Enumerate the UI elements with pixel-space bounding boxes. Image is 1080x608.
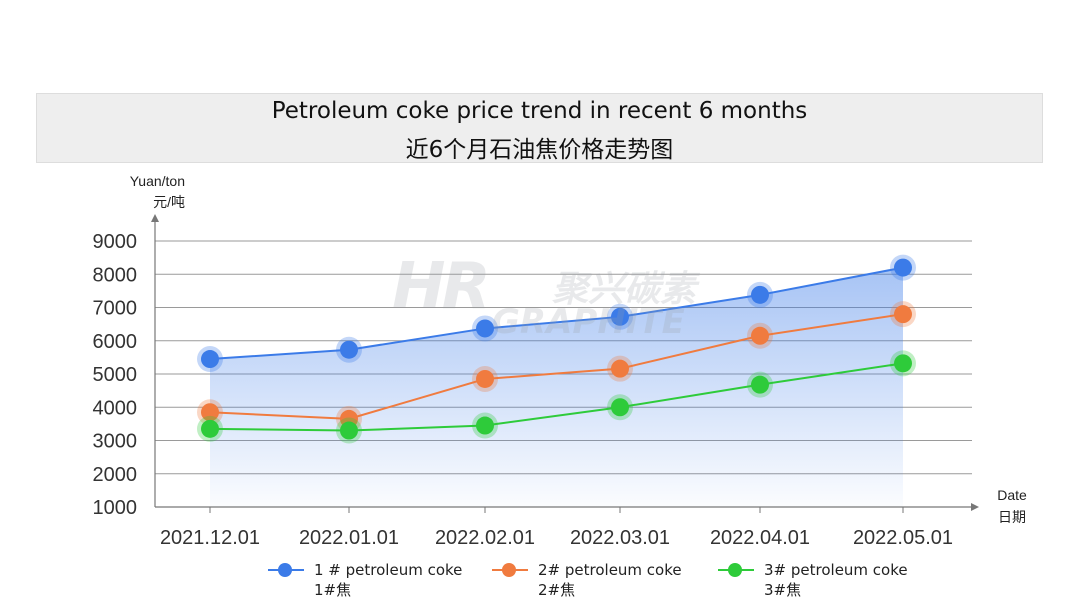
- y-axis-label-cn: 元/吨: [153, 194, 185, 210]
- point-dot: [201, 403, 219, 422]
- point-dot: [201, 350, 219, 369]
- y-tick-label: 1000: [93, 497, 138, 519]
- series-2-point: [890, 301, 916, 328]
- series-1-point: [472, 315, 498, 342]
- series-2-line: [209, 313, 904, 420]
- y-axis-label-en: Yuan/ton: [130, 173, 185, 189]
- series-2-point: [197, 399, 223, 426]
- legend-label-en-1: 1 # petroleum coke: [314, 561, 463, 579]
- point-dot: [611, 307, 629, 326]
- x-tick-label: 2022.01.01: [299, 527, 399, 549]
- y-tick-label: 4000: [93, 397, 138, 419]
- series-1-point: [747, 281, 773, 308]
- axes: [151, 214, 979, 513]
- series-3-line: [209, 362, 904, 432]
- series-3-point: [607, 394, 633, 421]
- point-dot: [476, 369, 494, 388]
- x-axis-label-en: Date: [997, 487, 1027, 503]
- legend-label-cn-2: 2#焦: [538, 581, 576, 599]
- point-dot: [340, 421, 358, 440]
- chart-title-en: Petroleum coke price trend in recent 6 m…: [271, 98, 808, 124]
- series-1-point: [890, 254, 916, 281]
- legend-label-en-2: 2# petroleum coke: [538, 561, 682, 579]
- series-2-point: [607, 355, 633, 382]
- point-dot: [476, 319, 494, 338]
- y-tick-label: 3000: [93, 431, 138, 453]
- point-dot: [476, 416, 494, 435]
- series-2-point: [747, 322, 773, 349]
- x-axis-arrow: [971, 503, 979, 511]
- series-3-point: [747, 371, 773, 398]
- point-dot: [751, 326, 769, 345]
- series-3-point: [197, 415, 223, 442]
- y-tick-label: 7000: [93, 298, 138, 320]
- y-axis-arrow: [151, 214, 159, 222]
- point-dot: [751, 285, 769, 304]
- series-2-point: [472, 365, 498, 392]
- series-1-point: [336, 336, 362, 363]
- point-dot: [201, 419, 219, 438]
- x-tick-label: 2022.04.01: [710, 527, 810, 549]
- series-1-point: [607, 303, 633, 330]
- legend-marker-2: [492, 563, 528, 577]
- x-tick-label: 2021.12.01: [160, 527, 260, 549]
- y-tick-label: 8000: [93, 264, 138, 286]
- area-fill: [210, 267, 903, 507]
- legend-marker-3: [718, 563, 754, 577]
- y-tick-label: 9000: [93, 231, 138, 253]
- point-dot: [894, 258, 912, 277]
- series-1-point: [197, 346, 223, 373]
- chart-title-box: Petroleum coke price trend in recent 6 m…: [36, 93, 1043, 163]
- point-dot: [751, 375, 769, 394]
- y-tick-label: 6000: [93, 331, 138, 353]
- point-dot: [894, 354, 912, 373]
- legend-label-en-3: 3# petroleum coke: [764, 561, 908, 579]
- chart-title-cn: 近6个月石油焦价格走势图: [405, 137, 674, 163]
- x-tick-label: 2022.02.01: [435, 527, 535, 549]
- series-3-point: [336, 417, 362, 444]
- y-tick-label: 2000: [93, 464, 138, 486]
- y-tick-label: 5000: [93, 364, 138, 386]
- legend-label-cn-1: 1#焦: [314, 581, 352, 599]
- x-axis-label-cn: 日期: [998, 509, 1026, 525]
- series-3-point: [890, 350, 916, 377]
- legend-label-cn-3: 3#焦: [764, 581, 802, 599]
- point-dot: [611, 398, 629, 417]
- series-lines: [197, 254, 916, 444]
- legend-marker-1: [268, 563, 304, 577]
- series-3-point: [472, 412, 498, 439]
- axis-labels: 9000 8000 7000 6000 5000 4000 3000 2000 1000 2021…: [93, 231, 954, 549]
- series-1-line: [209, 266, 904, 361]
- point-dot: [894, 305, 912, 324]
- point-dot: [611, 359, 629, 378]
- series-1-area: [210, 267, 903, 507]
- x-tick-label: 2022.03.01: [570, 527, 670, 549]
- x-tick-label: 2022.05.01: [853, 527, 953, 549]
- point-dot: [340, 340, 358, 359]
